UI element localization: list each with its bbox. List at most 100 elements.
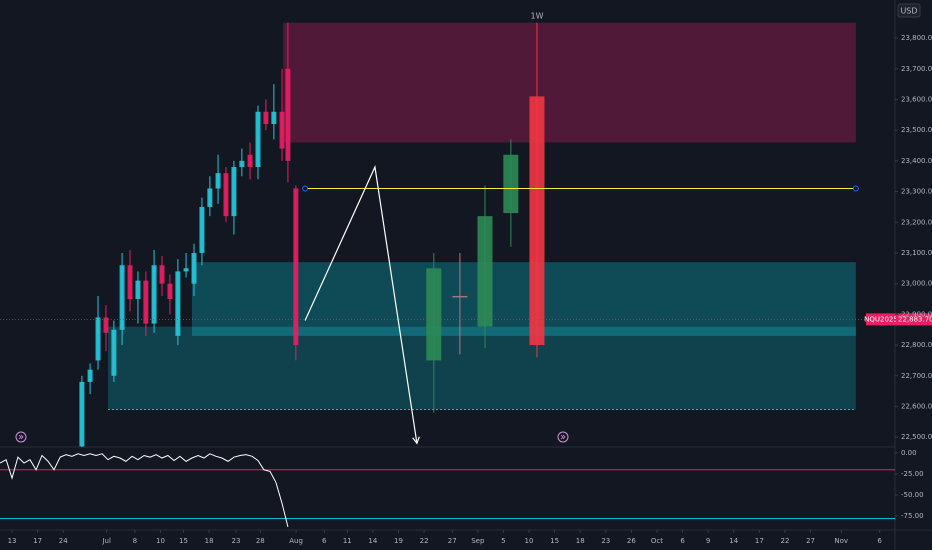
x-tick-label: 22 [420,537,429,545]
x-tick-label: Sep [471,537,485,545]
candle-body [143,280,149,324]
x-tick-label: 18 [205,537,214,545]
currency-badge[interactable] [897,3,921,18]
osc-tick-label: -50.00 [901,491,924,499]
event-icon[interactable] [557,431,569,443]
y-tick-label: 22,600.00 [901,402,932,410]
y-tick-label: 23,000.00 [901,280,932,288]
x-tick-label: 19 [394,537,403,545]
zone [283,22,856,143]
x-tick-label: 17 [755,537,764,545]
candle-body [271,111,277,125]
x-tick-label: Aug [289,537,303,545]
candle-body [503,154,519,214]
candle-body [87,369,93,382]
candle-body [135,280,141,300]
y-tick-label: 23,700.00 [901,65,932,73]
candle-body [159,265,165,284]
candle-body [79,381,85,447]
x-tick-label: 17 [33,537,42,545]
x-tick-label: 22 [780,537,789,545]
osc-tick-label: -25.00 [901,470,924,478]
timeframe-label: 1W [531,12,544,21]
candle-body [263,111,269,125]
last-price: 22,883.70 [898,315,932,323]
x-tick-label: 14 [368,537,377,545]
x-tick-label: 23 [601,537,610,545]
x-tick-label: 27 [806,537,815,545]
candle-body [199,206,205,253]
x-tick-label: 24 [59,537,68,545]
symbol-tag [866,313,896,326]
x-tick-label: 14 [729,537,738,545]
candle-body [119,265,125,330]
x-tick-label: 27 [448,537,457,545]
projection-arrow [304,164,418,444]
x-tick-label: 15 [179,537,188,545]
level-handle [852,185,859,192]
y-tick-label: 23,800.00 [901,34,932,42]
osc-tick-label: 0.00 [901,449,917,457]
y-tick-label: 22,900.00 [901,310,932,318]
currency: USD [900,7,917,16]
x-tick-label: 10 [156,537,165,545]
y-tick-label: 23,400.00 [901,157,932,165]
y-tick-label: 23,200.00 [901,218,932,226]
candle-body [231,167,237,217]
candle-body [477,216,493,327]
y-tick-label: 23,100.00 [901,249,932,257]
x-tick-label: Nov [834,537,848,545]
zone [108,326,856,410]
x-tick-label: 11 [343,537,352,545]
x-tick-label: 6 [680,537,685,545]
y-tick-label: 22,700.00 [901,372,932,380]
zone [191,262,856,327]
candle-body [529,96,545,346]
x-tick-label: Oct [651,537,663,545]
x-tick-label: 5 [501,537,505,545]
oscillator-pane [0,453,895,528]
osc-line [0,453,289,528]
candle-body [103,317,109,333]
x-tick-label: 6 [322,537,327,545]
y-tick-label: 23,600.00 [901,95,932,103]
candle-body [426,268,442,361]
candle-body [223,173,229,217]
candle-body [452,295,468,298]
candle-body [175,271,181,336]
x-tick-label: 15 [550,537,559,545]
x-tick-label: 9 [706,537,710,545]
y-tick-label: 22,800.00 [901,341,932,349]
arrow-head [412,436,420,445]
candle-body [279,111,285,149]
main-pane [0,22,895,447]
x-tick-label: 6 [877,537,882,545]
price-tag [896,313,932,326]
x-tick-label: 18 [576,537,585,545]
symbol: NQU2025 [864,315,898,323]
x-tick-label: 8 [133,537,137,545]
candle-body [293,188,299,346]
candle-body [111,329,117,376]
zone [191,326,856,336]
osc-tick-label: -75.00 [901,512,924,520]
candle-body [285,68,291,161]
candle-body [255,111,261,168]
y-tick-label: 23,500.00 [901,126,932,134]
event-icon[interactable] [15,431,27,443]
candle-body [247,154,253,168]
candle-body [95,317,101,361]
x-tick-label: 28 [256,537,265,545]
x-tick-label: 26 [627,537,636,545]
candle-body [215,173,221,189]
level-handle [302,185,309,192]
x-tick-label: 10 [525,537,534,545]
x-tick-label: Jul [101,537,111,545]
y-tick-label: 23,300.00 [901,188,932,196]
candle-body [167,283,173,300]
candle-body [239,160,245,168]
candle-body [151,265,157,324]
x-tick-label: 13 [8,537,17,545]
